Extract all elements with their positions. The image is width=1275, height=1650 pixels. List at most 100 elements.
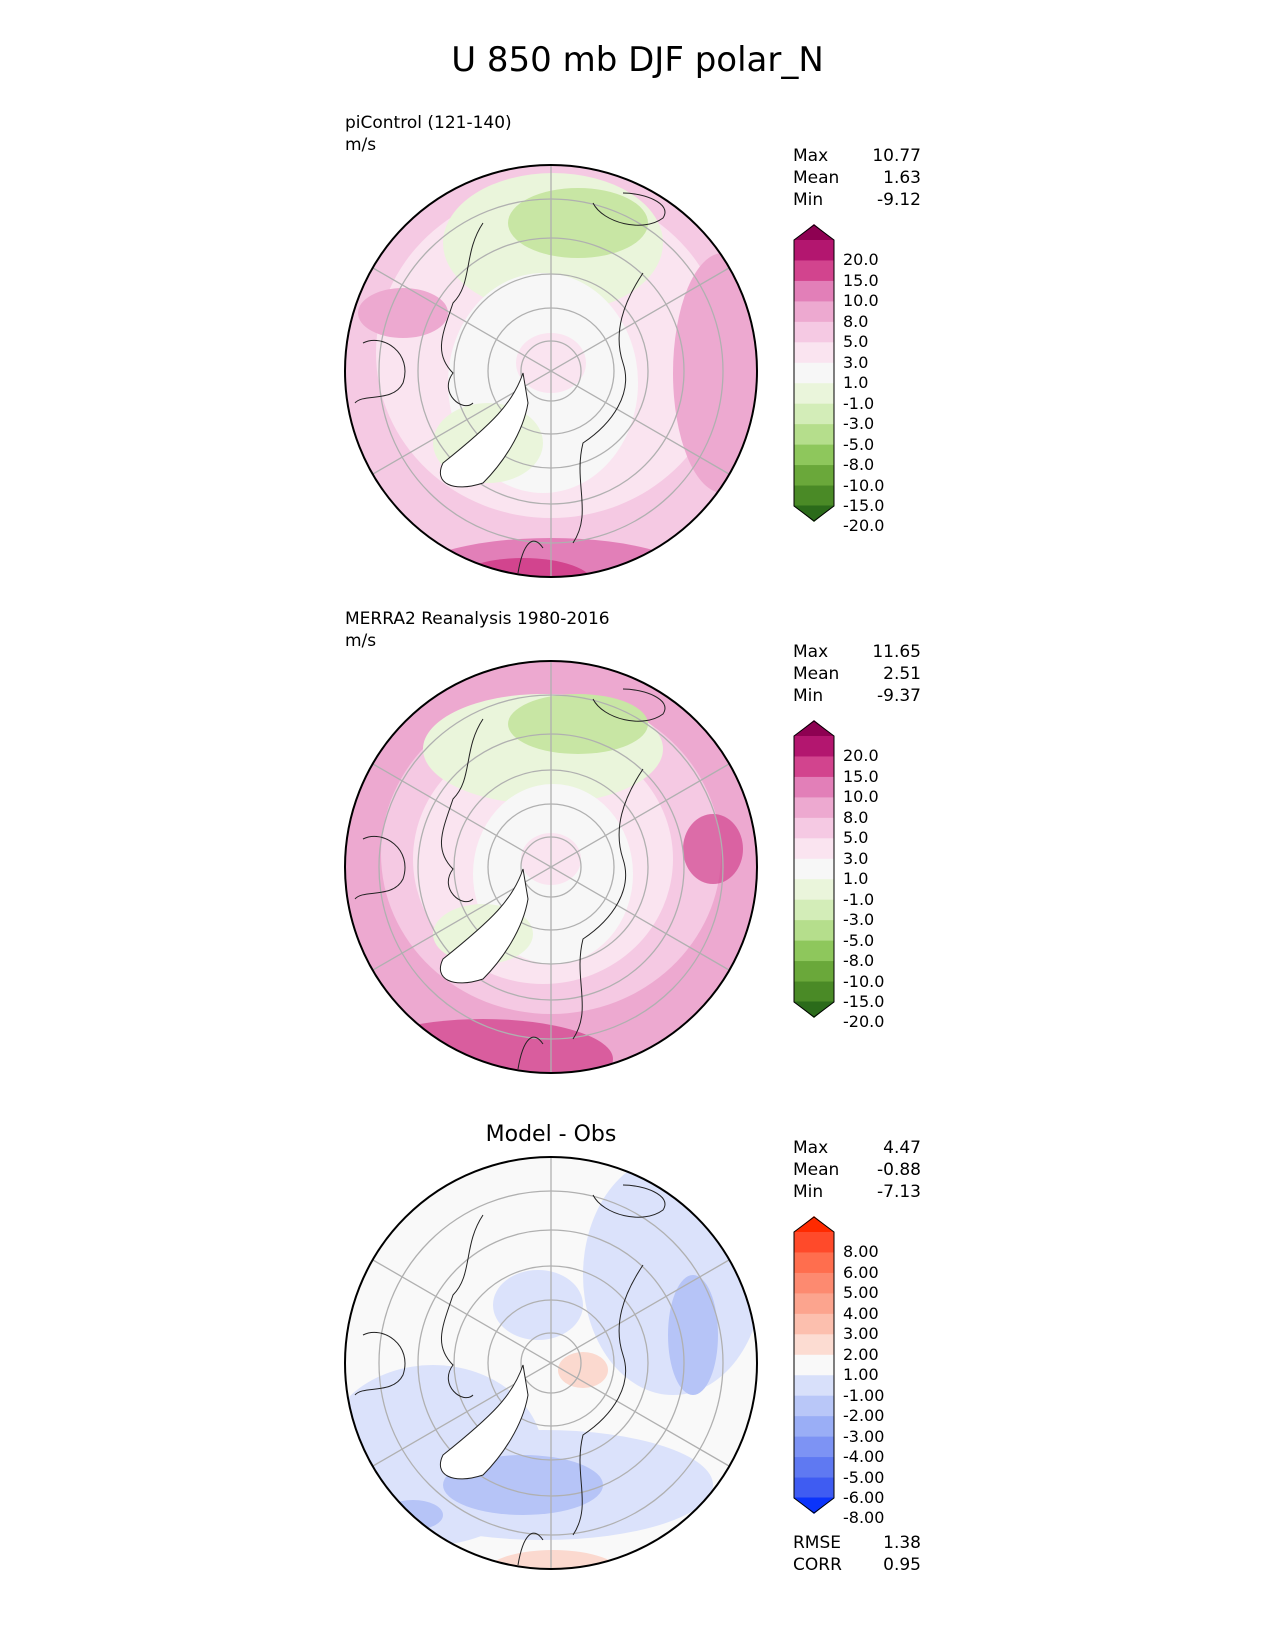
- stat-mean-label: Mean: [793, 168, 840, 188]
- colorbar-tick-label: -2.00: [843, 1406, 885, 1426]
- metrics-diff: RMSE 1.38 CORR 0.95: [793, 1532, 921, 1576]
- colorbar-tick-label: -3.0: [843, 910, 875, 930]
- colorbar-segment: [794, 1436, 834, 1458]
- main-title: U 850 mb DJF polar_N: [451, 40, 824, 80]
- colorbar-tick-label: 15.0: [843, 270, 879, 290]
- stat-min-value: -7.13: [877, 1182, 921, 1202]
- panel-diff-title: Model - Obs: [485, 1122, 617, 1147]
- colorbar-segment: [794, 720, 834, 737]
- colorbar-tick-label: 20.0: [843, 746, 879, 766]
- colorbar-segment: [794, 817, 834, 839]
- colorbar-segment: [794, 424, 834, 446]
- colorbar-tick-label: -15.0: [843, 496, 885, 515]
- colorbar-tick-label: 1.0: [843, 373, 869, 393]
- colorbar-tick-label: -5.0: [843, 930, 875, 950]
- colorbar-segment: [794, 756, 834, 778]
- colorbar-tick-label: 8.0: [843, 807, 869, 827]
- colorbar-model: [793, 224, 835, 522]
- colorbar-tick-label: 2.00: [843, 1344, 879, 1364]
- colorbar-segment: [794, 240, 834, 261]
- colorbar-segment: [794, 1416, 834, 1438]
- stats-obs: Max 11.65 Mean 2.51 Min -9.37: [793, 641, 921, 707]
- colorbar-segment: [794, 1001, 834, 1018]
- colorbar-tick-label: -6.00: [843, 1488, 885, 1507]
- map-obs: [344, 660, 758, 1074]
- colorbar-segment: [794, 321, 834, 343]
- colorbar-tick-label: -3.0: [843, 414, 875, 434]
- colorbar-segment: [794, 899, 834, 921]
- colorbar-tick-label: 15.0: [843, 766, 879, 786]
- stat-min-value: -9.37: [877, 686, 921, 706]
- colorbar-segment: [794, 838, 834, 860]
- colorbar-diff: [793, 1216, 835, 1514]
- colorbar-segment: [794, 383, 834, 405]
- colorbar-segment: [794, 260, 834, 282]
- stat-mean-label: Mean: [793, 1160, 840, 1180]
- colorbar-segment: [794, 940, 834, 962]
- colorbar-segment: [794, 1457, 834, 1479]
- colorbar-segment: [794, 1497, 834, 1514]
- colorbar-segment: [794, 961, 834, 983]
- colorbar-segment: [794, 776, 834, 798]
- panel-obs-label: MERRA2 Reanalysis 1980-2016: [345, 609, 610, 629]
- colorbar-segment: [794, 280, 834, 302]
- colorbar-segment: [794, 797, 834, 819]
- colorbar-tick-label: -20.0: [843, 1012, 885, 1032]
- colorbar-segment: [794, 1354, 834, 1376]
- colorbar-tick-label: 1.0: [843, 869, 869, 889]
- stats-diff: Max 4.47 Mean -0.88 Min -7.13: [793, 1137, 921, 1203]
- colorbar-segment: [794, 1232, 834, 1253]
- colorbar-segment: [794, 1375, 834, 1397]
- stat-min-label: Min: [793, 1182, 824, 1202]
- colorbar-tick-label: -5.00: [843, 1467, 885, 1487]
- panel-model-header: piControl (121-140) m/s: [345, 112, 512, 156]
- colorbar-obs-labels: 20.0 15.0 10.0 8.0 5.0 3.0 1.0 -1.0 -3.0 -5.0 -8.0…: [843, 720, 903, 1030]
- colorbar-tick-label: -1.0: [843, 393, 875, 413]
- colorbar-segment: [794, 301, 834, 323]
- colorbar-segment: [794, 1477, 834, 1499]
- stat-mean-label: Mean: [793, 664, 840, 684]
- stat-max-label: Max: [793, 146, 829, 166]
- colorbar-segment: [794, 1293, 834, 1315]
- colorbar-segment: [794, 342, 834, 364]
- colorbar-segment: [794, 1216, 834, 1233]
- colorbar-tick-label: 3.00: [843, 1324, 879, 1344]
- stat-max-value: 4.47: [883, 1138, 921, 1158]
- colorbar-tick-label: 5.0: [843, 828, 869, 848]
- colorbar-tick-label: 3.0: [843, 848, 869, 868]
- colorbar-outline: [793, 1216, 835, 1514]
- colorbar-segment: [794, 485, 834, 507]
- colorbar-tick-label: 4.00: [843, 1303, 879, 1323]
- colorbar-segment: [794, 920, 834, 942]
- panel-obs-header: MERRA2 Reanalysis 1980-2016 m/s: [345, 608, 610, 652]
- panel-model-label: piControl (121-140): [345, 113, 512, 133]
- stat-mean-value: 2.51: [883, 664, 921, 684]
- map-model: [344, 164, 758, 578]
- colorbar-diff-labels: 8.00 6.00 5.00 4.00 3.00 2.00 1.00 -1.00 -2.00 -3…: [843, 1216, 903, 1526]
- map-diff: [344, 1156, 758, 1570]
- corr-value: 0.95: [883, 1555, 921, 1575]
- colorbar-tick-label: -8.0: [843, 455, 875, 475]
- colorbar-segment: [794, 1395, 834, 1417]
- stat-min-value: -9.12: [877, 190, 921, 210]
- colorbar-tick-label: 20.0: [843, 250, 879, 270]
- stat-max-value: 11.65: [872, 642, 921, 662]
- colorbar-segment: [794, 362, 834, 384]
- colorbar-tick-label: 8.00: [843, 1242, 879, 1262]
- colorbar-tick-label: 5.00: [843, 1283, 879, 1303]
- stat-min-label: Min: [793, 686, 824, 706]
- colorbar-segment: [794, 1334, 834, 1356]
- stats-model: Max 10.77 Mean 1.63 Min -9.12: [793, 145, 921, 211]
- colorbar-segment: [794, 505, 834, 522]
- colorbar-tick-label: -15.0: [843, 992, 885, 1011]
- stat-max-label: Max: [793, 1138, 829, 1158]
- colorbar-segment: [794, 1313, 834, 1335]
- colorbar-tick-label: -1.00: [843, 1385, 885, 1405]
- rmse-value: 1.38: [883, 1533, 921, 1553]
- colorbar-tick-label: -10.0: [843, 475, 885, 495]
- colorbar-tick-label: 8.0: [843, 311, 869, 331]
- colorbar-tick-label: -8.00: [843, 1508, 885, 1528]
- colorbar-tick-label: 1.00: [843, 1365, 879, 1385]
- colorbar-segment: [794, 981, 834, 1003]
- stat-mean-value: -0.88: [877, 1160, 921, 1180]
